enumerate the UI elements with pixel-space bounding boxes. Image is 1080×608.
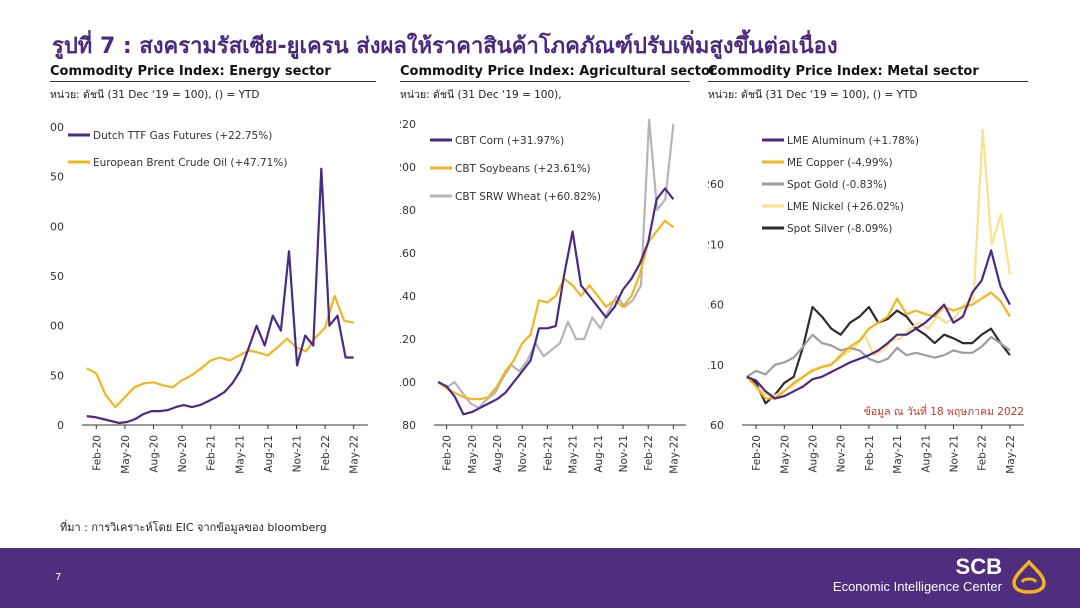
- legend-label: CBT SRW Wheat (+60.82%): [455, 191, 601, 203]
- x-tick-label: Nov-21: [618, 435, 630, 472]
- x-tick-label: Feb-21: [206, 435, 218, 471]
- chart-unit: หน่วย: ดัชนี (31 Dec ‘19 = 100), () = YT…: [708, 89, 918, 101]
- y-tick-label: 200: [400, 161, 416, 174]
- legend-label: CBT Soybeans (+23.61%): [455, 163, 591, 175]
- x-tick-label: May-20: [120, 435, 132, 474]
- x-tick-label: Nov-21: [949, 435, 961, 472]
- brand-name: SCB: [955, 554, 1002, 579]
- x-tick-label: Feb-21: [542, 435, 554, 471]
- x-tick-label: Feb-21: [864, 435, 876, 471]
- y-tick-label: 160: [400, 247, 416, 260]
- x-tick-label: Aug-21: [263, 435, 275, 473]
- x-tick-label: Aug-20: [149, 435, 161, 473]
- legend-label: Spot Silver (-8.09%): [787, 223, 892, 235]
- y-tick-label: 250: [50, 171, 64, 184]
- chart-unit: หน่วย: ดัชนี (31 Dec ‘19 = 100), () = YT…: [50, 89, 260, 101]
- series-line: [437, 118, 675, 409]
- x-tick-label: Nov-20: [517, 435, 529, 472]
- metal-chart-panel: Commodity Price Index: Metal sector หน่ว…: [703, 64, 1028, 547]
- y-tick-label: 100: [50, 320, 64, 333]
- x-tick-label: May-21: [568, 435, 580, 474]
- y-tick-label: 80: [402, 419, 416, 432]
- series-line: [437, 219, 675, 401]
- legend-label: CBT Corn (+31.97%): [455, 135, 564, 147]
- x-tick-label: Feb-22: [643, 435, 655, 471]
- series-line: [746, 249, 1011, 400]
- chart-title: Commodity Price Index: Agricultural sect…: [400, 64, 716, 82]
- y-tick-label: 100: [400, 376, 416, 389]
- x-tick-label: Feb-20: [751, 435, 763, 471]
- series-line: [86, 294, 354, 409]
- energy-chart-panel: Commodity Price Index: Energy sector หน่…: [43, 64, 376, 547]
- x-tick-label: Aug-20: [808, 435, 820, 473]
- x-tick-label: May-22: [1005, 435, 1017, 474]
- scb-logo-icon: [1012, 560, 1046, 594]
- y-tick-label: 210: [708, 238, 724, 251]
- legend-label: LME Aluminum (+1.78%): [787, 135, 919, 147]
- x-tick-label: Feb-20: [91, 435, 103, 471]
- source-note: ที่มา : การวิเคราะห์โดย EIC จากข้อมูลของ…: [60, 521, 327, 534]
- brand-block: SCB Economic Intelligence Center: [833, 555, 1002, 595]
- metal-chart: 60 110 160 210 260 Feb-20 May-20 Aug-20 Nov-20 Fe…: [703, 128, 1024, 474]
- x-tick-label: Feb-20: [442, 435, 454, 471]
- chart-annotation: ข้อมูล ณ วันที่ 18 พฤษภาคม 2022: [864, 404, 1024, 418]
- series-line: [437, 187, 675, 416]
- legend-label: ME Copper (-4.99%): [787, 157, 893, 169]
- page-number: 7: [55, 572, 62, 583]
- x-tick-label: Nov-20: [836, 435, 848, 472]
- x-tick-label: Aug-21: [593, 435, 605, 473]
- y-tick-label: 160: [708, 299, 724, 312]
- chart-title: Commodity Price Index: Energy sector: [50, 64, 376, 82]
- x-tick-label: Aug-20: [492, 435, 504, 473]
- slide-title: รูปที่ 7 : สงครามรัสเซีย-ยูเครน ส่งผลให้…: [52, 34, 838, 59]
- x-tick-label: Feb-22: [977, 435, 989, 471]
- y-tick-label: 300: [50, 121, 64, 134]
- y-tick-label: 0: [57, 419, 64, 432]
- y-tick-label: 120: [400, 333, 416, 346]
- agricultural-chart: 80 100 120 140 160 180 200 220 Feb-20 May-20 Aug-2…: [395, 118, 686, 474]
- legend-label: Dutch TTF Gas Futures (+22.75%): [93, 130, 272, 142]
- x-tick-label: May-22: [349, 435, 361, 474]
- series-line: [745, 128, 1011, 398]
- y-tick-label: 260: [708, 178, 724, 191]
- x-tick-label: May-22: [668, 435, 680, 474]
- agricultural-chart-panel: Commodity Price Index: Agricultural sect…: [395, 64, 716, 547]
- y-tick-label: 180: [400, 204, 416, 217]
- legend-label: European Brent Crude Oil (+47.71%): [93, 157, 287, 169]
- x-tick-label: May-20: [467, 435, 479, 474]
- x-tick-label: May-21: [892, 435, 904, 474]
- y-tick-label: 140: [400, 290, 416, 303]
- chart-unit: หน่วย: ดัชนี (31 Dec ‘19 = 100),: [400, 89, 562, 101]
- x-tick-label: Feb-22: [320, 435, 332, 471]
- x-tick-label: May-20: [779, 435, 791, 474]
- y-tick-label: 150: [50, 270, 64, 283]
- y-tick-label: 50: [50, 369, 64, 382]
- y-tick-label: 110: [708, 359, 724, 372]
- chart-title: Commodity Price Index: Metal sector: [708, 64, 1028, 82]
- legend-label: LME Nickel (+26.02%): [787, 201, 904, 213]
- x-tick-label: Aug-21: [920, 435, 932, 473]
- x-tick-label: Nov-20: [177, 435, 189, 472]
- y-tick-label: 200: [50, 220, 64, 233]
- x-tick-label: Nov-21: [292, 435, 304, 472]
- series-line: [746, 333, 1011, 378]
- energy-chart: 0 50 100 150 200 250 300 Feb-20 May-20 Aug-20 Nov-…: [43, 121, 368, 474]
- brand-subtitle: Economic Intelligence Center: [832, 579, 1002, 594]
- x-tick-label: May-21: [234, 435, 246, 474]
- footer-bar: 7 SCB Economic Intelligence Center: [0, 548, 1080, 608]
- y-tick-label: 220: [400, 118, 416, 131]
- legend-label: Spot Gold (-0.83%): [787, 179, 887, 191]
- series-line: [86, 167, 354, 425]
- y-tick-label: 60: [710, 419, 724, 432]
